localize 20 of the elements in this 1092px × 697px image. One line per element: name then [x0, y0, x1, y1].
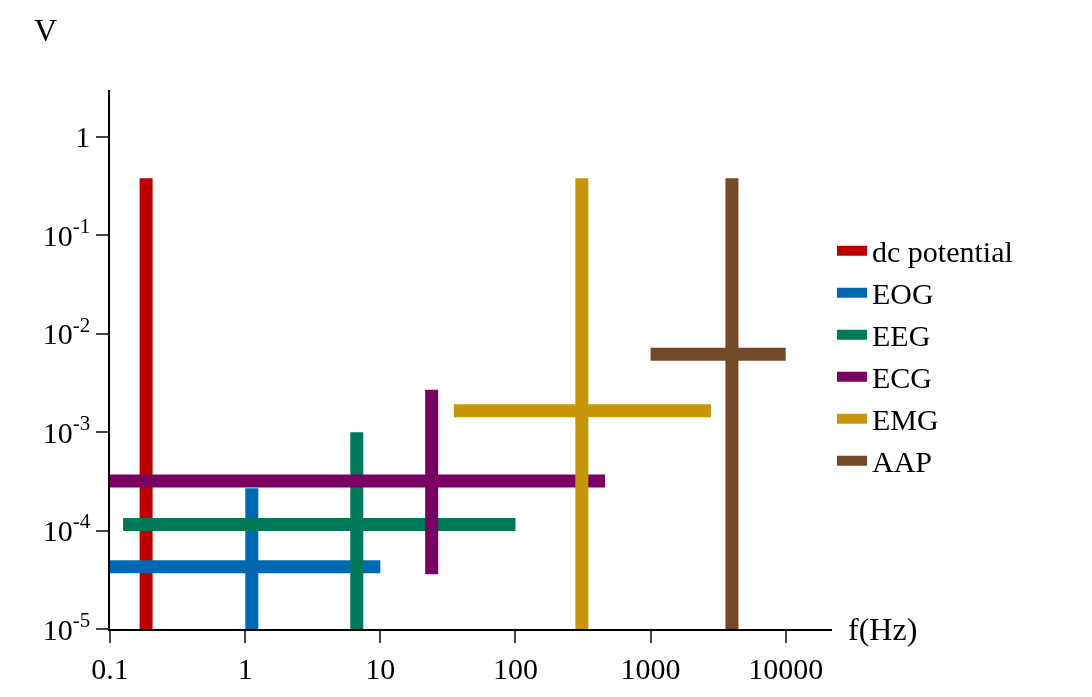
x-axis-title: f(Hz): [848, 611, 918, 647]
y-tick-label: 1: [75, 120, 91, 154]
y-tick-label: 10$^{-3}$: [42, 411, 91, 449]
x-tick-label: 10000: [748, 651, 824, 685]
y-tick-label: 10$^{-4}$: [42, 509, 91, 548]
x-tick-label: 100: [492, 651, 538, 685]
legend-label: EOG: [872, 277, 934, 311]
y-axis-title: V: [34, 12, 58, 48]
x-tick-label: 1: [237, 651, 253, 685]
x-tick-label: 10: [365, 651, 396, 685]
legend-label: ECG: [872, 361, 932, 395]
y-tick-label: 10$^{-1}$: [42, 214, 91, 252]
legend-label: AAP: [872, 445, 933, 479]
legend-label: EEG: [872, 319, 931, 353]
x-tick-label: 1000: [620, 651, 681, 685]
legend-label: dc potential: [872, 235, 1013, 269]
y-tick-label: 10$^{-5}$: [42, 607, 91, 646]
x-tick-label: 0.1: [91, 651, 129, 685]
legend-label: EMG: [872, 403, 939, 437]
y-tick-label: 10$^{-2}$: [42, 312, 91, 351]
